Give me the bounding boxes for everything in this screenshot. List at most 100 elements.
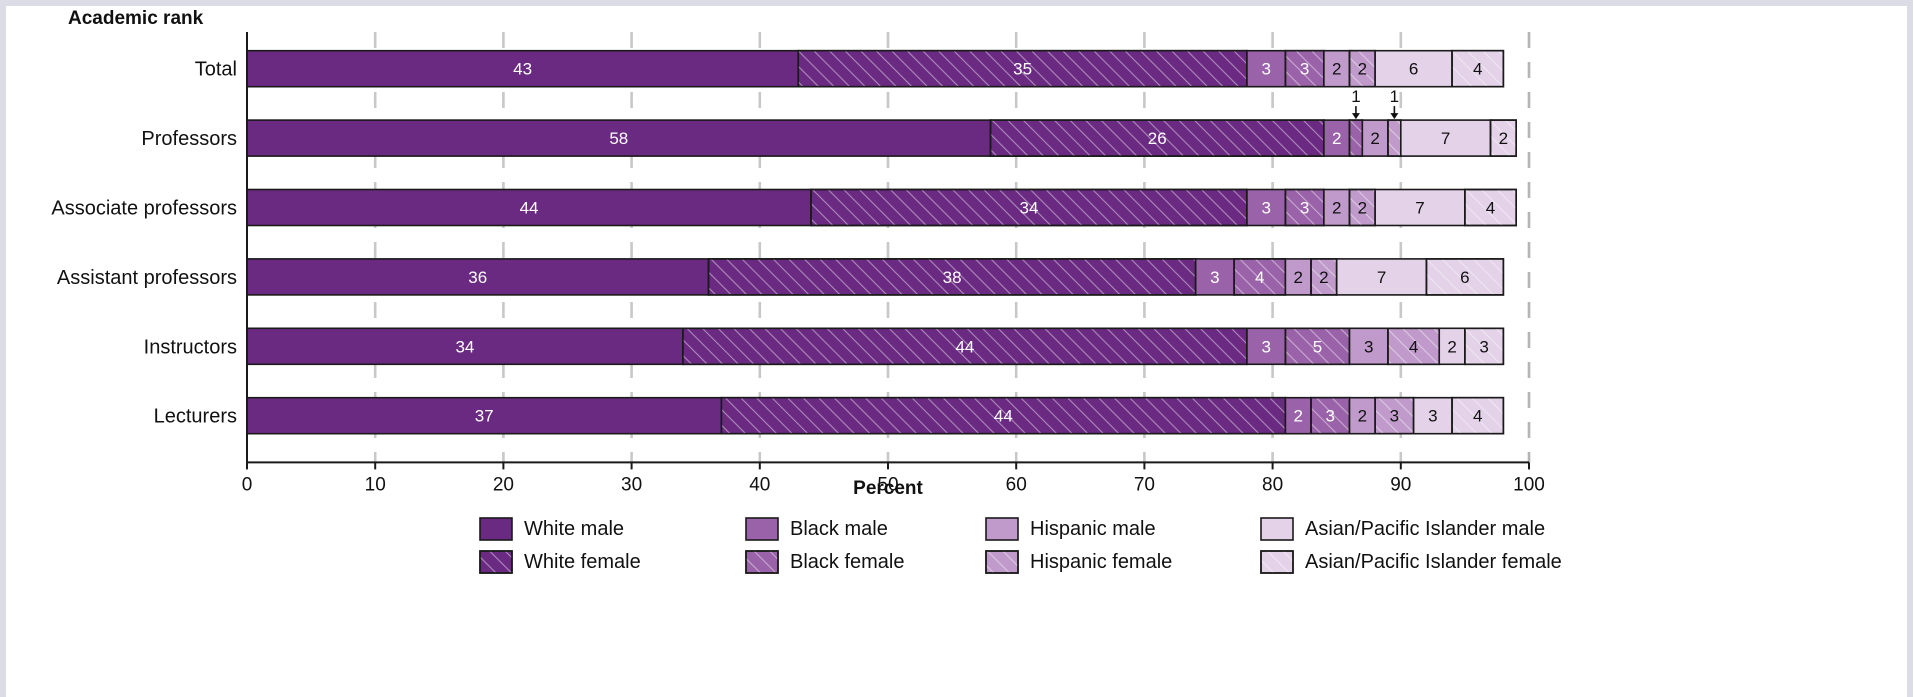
data-label: 2 [1332, 199, 1341, 218]
category-label: Associate professors [51, 198, 237, 220]
legend-item-white-male: White male [479, 517, 624, 541]
data-label: 4 [1486, 199, 1495, 218]
bar-row-associate-professors: Associate professors 44 34 3 3 2 2 7 4 [51, 188, 1517, 227]
bar-segment-hatch-asian-pacific-islander-female [1451, 49, 1505, 88]
data-label: 2 [1370, 129, 1379, 148]
data-label: 3 [1479, 337, 1488, 356]
x-tick-label: 0 [242, 474, 253, 495]
x-tick-label: 30 [621, 474, 642, 495]
data-label: 58 [609, 129, 628, 148]
bar-segment-hatch-hispanic-female [1310, 258, 1338, 296]
bar-segment-hispanic-male [1348, 396, 1376, 435]
bar-segment-hatch-asian-pacific-islander-female [1464, 327, 1505, 366]
stacked-bar-chart: Academic rank Percent Total 43 35 3 3 2 2 6 4Pro… [51, 8, 1562, 574]
x-tick-label: 100 [1513, 474, 1545, 495]
data-label: 2 [1332, 60, 1341, 79]
data-label: 38 [943, 268, 962, 287]
data-label: 4 [1255, 268, 1264, 287]
data-label: 4 [1473, 60, 1482, 79]
bar-segment-hispanic-male [1348, 327, 1389, 366]
legend-item-asian-pacific-islander-female: Asian/Pacific Islander female [1260, 550, 1562, 574]
data-label: 3 [1261, 199, 1270, 218]
bar-segment-hatch-black-female [1233, 258, 1287, 296]
legend-label: White male [524, 518, 624, 540]
legend-swatch-hatch [1260, 550, 1294, 574]
data-label: 34 [1020, 199, 1039, 218]
data-label: 3 [1326, 407, 1335, 426]
bar-segment-hatch-hispanic-female [1387, 327, 1441, 366]
bar-segment-hatch-asian-pacific-islander-female [1464, 188, 1517, 227]
legend-label: Black male [790, 518, 888, 540]
legend-item-white-female: White female [479, 550, 641, 574]
x-tick-label: 80 [1262, 474, 1283, 495]
chart-container: Academic rank Percent Total 43 35 3 3 2 2 6 4 Pro… [6, 6, 1907, 697]
data-label: 2 [1319, 268, 1328, 287]
x-axis-title: Percent [853, 478, 923, 499]
data-label: 37 [475, 407, 494, 426]
annotation-arrowhead [1351, 113, 1360, 120]
data-label: 7 [1441, 129, 1450, 148]
x-axis: 0 10 20 30 40 50 60 70 80 90 100 [242, 32, 1545, 495]
bar-segment-hatch-white-female [682, 327, 1248, 366]
data-label: 2 [1358, 407, 1367, 426]
legend-item-black-female: Black female [745, 550, 905, 574]
data-label: 3 [1210, 268, 1219, 287]
bar-row-instructors: Instructors 34 44 3 5 3 4 2 3 [144, 327, 1505, 366]
data-label: 2 [1499, 129, 1508, 148]
data-label: 3 [1261, 60, 1270, 79]
grid-lines [373, 32, 1531, 463]
bar-segment-hispanic-male [1284, 258, 1312, 296]
x-tick-label: 40 [749, 474, 770, 495]
data-label: 35 [1013, 60, 1032, 79]
x-tick-label: 60 [1006, 474, 1027, 495]
bar-segment-hatch-black-female [1284, 188, 1325, 227]
x-tick-label: 10 [365, 474, 386, 495]
data-label: 7 [1377, 268, 1386, 287]
y-axis-title: Academic rank [68, 8, 204, 29]
data-label: 2 [1358, 199, 1367, 218]
bar-segment-asian-pacific-islander-male [1438, 327, 1466, 366]
bar-segment-hatch-hispanic-female [1348, 49, 1376, 88]
bar-segment-asian-pacific-islander-male [1374, 49, 1453, 88]
data-label: 44 [994, 407, 1013, 426]
legend-item-hispanic-male: Hispanic male [985, 517, 1156, 541]
bar-segment-hatch-white-female [810, 188, 1248, 227]
annotation-label: 1 [1390, 87, 1399, 106]
data-label: 44 [955, 337, 974, 356]
legend-swatch-hatch [745, 550, 779, 574]
data-label: 3 [1364, 337, 1373, 356]
data-label: 43 [513, 60, 532, 79]
data-label: 4 [1409, 337, 1418, 356]
bar-segment-hatch-asian-pacific-islander-female [1451, 396, 1505, 435]
bar-segment-hispanic-male [1323, 188, 1351, 227]
bar-segment-hatch-black-female [1348, 119, 1364, 157]
bar-segment-hatch-asian-pacific-islander-female [1425, 258, 1505, 296]
bar-segment-hatch-black-female [1284, 327, 1351, 366]
bar-segment-white-male [246, 396, 723, 435]
bar-row-professors: Professors 58 26 2 2 7 2 [141, 119, 1517, 157]
category-label: Lecturers [154, 406, 237, 428]
bar-segment-black-male [1194, 258, 1235, 296]
legend-swatch [479, 517, 513, 541]
data-label: 26 [1148, 129, 1167, 148]
data-label: 3 [1428, 407, 1437, 426]
data-label: 3 [1300, 60, 1309, 79]
data-label: 2 [1294, 268, 1303, 287]
data-label: 2 [1332, 129, 1341, 148]
data-label: 7 [1415, 199, 1424, 218]
legend-label: Asian/Pacific Islander female [1305, 551, 1562, 573]
bar-segment-white-male [246, 119, 992, 157]
data-label: 6 [1409, 60, 1418, 79]
bar-segment-hatch-asian-pacific-islander-female [1489, 119, 1517, 157]
annotation-arrowhead [1390, 113, 1399, 120]
data-label: 3 [1300, 199, 1309, 218]
legend-label: White female [524, 551, 641, 573]
data-label: 5 [1313, 337, 1322, 356]
category-label: Professors [141, 128, 237, 150]
legend-item-black-male: Black male [745, 517, 888, 541]
bar-segment-hatch-white-female [720, 396, 1287, 435]
data-label: 6 [1460, 268, 1469, 287]
bar-segment-hatch-hispanic-female [1387, 119, 1402, 157]
legend-label: Black female [790, 551, 905, 573]
